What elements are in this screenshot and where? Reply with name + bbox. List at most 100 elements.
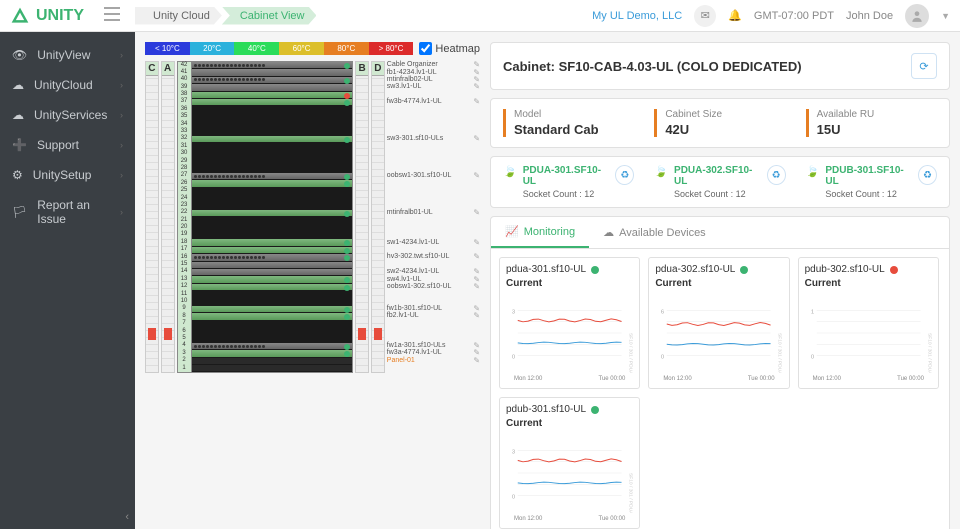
rack-device[interactable]	[192, 129, 353, 135]
rack-device[interactable]	[192, 291, 353, 297]
rack-device[interactable]	[192, 254, 353, 260]
rack-device[interactable]	[192, 195, 353, 201]
rack-device[interactable]	[192, 143, 353, 149]
mail-icon[interactable]: ✉	[694, 5, 716, 27]
rack-device[interactable]	[192, 210, 353, 216]
rack-unit-row[interactable]: 42	[178, 62, 353, 69]
rack-unit-row[interactable]: 17	[178, 247, 353, 254]
rack-device[interactable]	[192, 313, 353, 319]
heatmap-toggle[interactable]: Heatmap	[419, 42, 480, 55]
rack-unit-row[interactable]: 32	[178, 136, 353, 143]
rack-unit-row[interactable]: 30	[178, 151, 353, 158]
brand-logo[interactable]: UNITY	[10, 6, 84, 26]
rack-unit-row[interactable]: 29	[178, 158, 353, 165]
rack-device[interactable]	[192, 284, 353, 290]
rack-device[interactable]	[192, 247, 353, 253]
rack-device[interactable]	[192, 262, 353, 268]
rack-unit-row[interactable]: 40	[178, 77, 353, 84]
rack-device[interactable]	[192, 151, 353, 157]
pdu-name[interactable]: PDUB-301.SF10-UL	[825, 165, 912, 187]
rack-unit-row[interactable]: 18	[178, 239, 353, 246]
rack-unit-row[interactable]: 25	[178, 188, 353, 195]
rack-unit-row[interactable]: 24	[178, 195, 353, 202]
rack-unit-row[interactable]: 21	[178, 217, 353, 224]
rack-device[interactable]	[192, 99, 353, 105]
rack-unit-row[interactable]: 22	[178, 210, 353, 217]
heatmap-checkbox[interactable]	[419, 42, 432, 55]
rack-unit-row[interactable]: 15	[178, 262, 353, 269]
rack-device[interactable]	[192, 217, 353, 223]
breadcrumb-item[interactable]: Unity Cloud	[135, 7, 222, 25]
rack-device[interactable]	[192, 358, 353, 364]
rack-device[interactable]	[192, 92, 353, 98]
rack-device[interactable]	[192, 202, 353, 208]
recycle-icon[interactable]: ♻	[918, 165, 937, 185]
rack-device[interactable]	[192, 343, 353, 349]
refresh-button[interactable]: ⟳	[911, 53, 937, 79]
avatar[interactable]	[905, 4, 929, 28]
recycle-icon[interactable]: ♻	[615, 165, 634, 185]
rack-unit-row[interactable]: 31	[178, 143, 353, 150]
pdu-name[interactable]: PDUA-302.SF10-UL	[674, 165, 761, 187]
rack-unit-row[interactable]: 6	[178, 328, 353, 335]
recycle-icon[interactable]: ♻	[767, 165, 786, 185]
rack-device[interactable]	[192, 121, 353, 127]
rack-unit-row[interactable]: 3	[178, 350, 353, 357]
rack-device[interactable]	[192, 77, 353, 83]
rack-unit-row[interactable]: 27	[178, 173, 353, 180]
rack-unit-row[interactable]: 10	[178, 299, 353, 306]
rack-device[interactable]	[192, 276, 353, 282]
rack-unit-row[interactable]: 12	[178, 284, 353, 291]
rack-device[interactable]	[192, 69, 353, 75]
sidebar-item-unityview[interactable]: 👁UnityView›	[0, 40, 135, 70]
user-menu-chevron-icon[interactable]: ▼	[941, 11, 950, 21]
rack-device[interactable]	[192, 365, 353, 371]
rack-unit-row[interactable]: 35	[178, 114, 353, 121]
rack-unit-row[interactable]: 9	[178, 306, 353, 313]
tab-available-devices[interactable]: ☁Available Devices	[589, 217, 720, 248]
rack-unit-row[interactable]: 26	[178, 180, 353, 187]
rack-device[interactable]	[192, 306, 353, 312]
bell-icon[interactable]: 🔔	[728, 9, 742, 22]
rack-device[interactable]	[192, 165, 353, 171]
rack-unit-row[interactable]: 7	[178, 321, 353, 328]
rack-device[interactable]	[192, 136, 353, 142]
org-link[interactable]: My UL Demo, LLC	[592, 10, 682, 22]
rack-device[interactable]	[192, 328, 353, 334]
rack-unit-row[interactable]: 2	[178, 358, 353, 365]
rack-unit-row[interactable]: 19	[178, 232, 353, 239]
sidebar-collapse-icon[interactable]: ‹	[125, 511, 129, 523]
rack-unit-row[interactable]: 39	[178, 84, 353, 91]
rack-unit-row[interactable]: 14	[178, 269, 353, 276]
rack-unit-row[interactable]: 20	[178, 225, 353, 232]
rack-device[interactable]	[192, 173, 353, 179]
rack-device[interactable]	[192, 350, 353, 356]
sidebar-item-report an issue[interactable]: 🏳Report an Issue›	[0, 190, 135, 234]
rack-unit-row[interactable]: 37	[178, 99, 353, 106]
rack-unit-row[interactable]: 23	[178, 202, 353, 209]
sidebar-item-unityservices[interactable]: ☁UnityServices›	[0, 100, 135, 130]
rack-unit-row[interactable]: 1	[178, 365, 353, 372]
rack-unit-row[interactable]: 36	[178, 106, 353, 113]
rack-device[interactable]	[192, 299, 353, 305]
rack-device[interactable]	[192, 232, 353, 238]
sidebar-item-support[interactable]: ➕Support›	[0, 130, 135, 160]
rack-unit-row[interactable]: 8	[178, 313, 353, 320]
rack-device[interactable]	[192, 188, 353, 194]
sidebar-item-unitycloud[interactable]: ☁UnityCloud›	[0, 70, 135, 100]
rack-device[interactable]	[192, 269, 353, 275]
rack-unit-row[interactable]: 13	[178, 276, 353, 283]
rack-unit-row[interactable]: 34	[178, 121, 353, 128]
rack-device[interactable]	[192, 239, 353, 245]
rack-unit-row[interactable]: 28	[178, 165, 353, 172]
rack-device[interactable]	[192, 114, 353, 120]
menu-toggle-icon[interactable]	[104, 7, 120, 24]
rack-device[interactable]	[192, 84, 353, 90]
rack-device[interactable]	[192, 106, 353, 112]
rack-device[interactable]	[192, 158, 353, 164]
rack-unit-row[interactable]: 38	[178, 92, 353, 99]
pdu-name[interactable]: PDUA-301.SF10-UL	[523, 165, 610, 187]
rack-unit-row[interactable]: 41	[178, 69, 353, 76]
sidebar-item-unitysetup[interactable]: ⚙UnitySetup›	[0, 160, 135, 190]
rack-device[interactable]	[192, 335, 353, 341]
